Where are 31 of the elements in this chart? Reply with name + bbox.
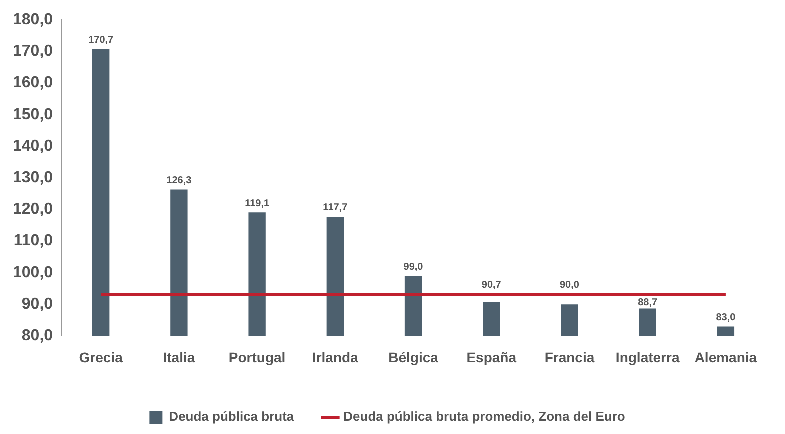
data-label: 83,0 (716, 312, 736, 324)
legend-label: Deuda pública bruta promedio, Zona del Euro (344, 409, 626, 424)
x-tick-label: Bélgica (388, 349, 439, 366)
y-tick-label: 110,0 (14, 232, 54, 250)
x-tick-label: Francia (544, 349, 595, 366)
x-tick-label: Irlanda (312, 349, 359, 366)
y-tick-label: 170,0 (12, 43, 54, 60)
x-tick-label: Alemania (694, 349, 758, 366)
y-tick-label: 150,0 (12, 106, 54, 124)
data-label: 90,0 (560, 280, 580, 292)
data-label: 99,0 (404, 262, 424, 273)
y-tick-label: 160,0 (12, 74, 54, 92)
y-tick-label: 120,0 (12, 201, 54, 218)
x-tick-label: Inglaterra (616, 349, 680, 366)
x-tick-label: Grecia (79, 349, 124, 366)
y-tick-label: 90,0 (22, 296, 54, 313)
x-tick-label: España (466, 349, 517, 366)
x-tick-label: Italia (163, 349, 196, 366)
data-label: 88,7 (638, 297, 658, 308)
data-label: 126,3 (166, 176, 192, 187)
legend-label: Deuda pública bruta (169, 409, 295, 424)
y-tick-label: 80,0 (22, 328, 54, 345)
y-tick-label: 100,0 (12, 264, 54, 282)
y-tick-label: 140,0 (12, 138, 54, 155)
y-tick-label: 130,0 (12, 170, 54, 187)
data-label: 119,1 (245, 198, 270, 210)
data-label: 90,7 (482, 280, 502, 292)
data-label: 170,7 (88, 35, 114, 46)
data-label: 117,7 (323, 202, 348, 214)
x-tick-label: Portugal (228, 349, 286, 366)
y-tick-label: 180,0 (12, 11, 54, 28)
